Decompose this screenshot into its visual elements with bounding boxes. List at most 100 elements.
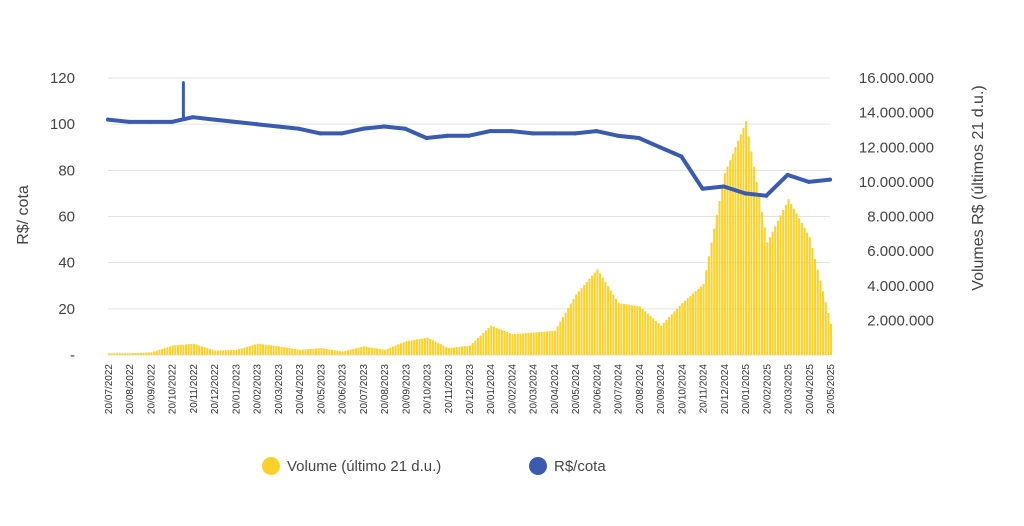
x-tick-label: 20/07/2022 [104, 364, 115, 414]
volume-bar [338, 351, 341, 355]
volume-bar [333, 350, 336, 355]
x-tick-label: 20/08/2024 [635, 364, 646, 414]
volume-bar [280, 346, 283, 355]
volume-bar [593, 272, 596, 355]
volume-bar [437, 342, 440, 355]
volume-bar [407, 340, 411, 355]
volume-bar [113, 353, 116, 355]
volume-bar [731, 153, 734, 355]
volume-bar [622, 303, 626, 355]
volume-bar [161, 348, 164, 355]
volume-bar [569, 303, 572, 355]
volume-bar [453, 347, 456, 355]
volume-bar [394, 345, 397, 355]
volume-bar [806, 232, 809, 355]
volume-bar [721, 187, 724, 355]
volume-bar [479, 335, 482, 355]
volume-bar [259, 344, 262, 355]
price-point [254, 122, 259, 127]
volume-bar [750, 151, 753, 355]
price-point [169, 119, 174, 124]
volume-bar [373, 348, 376, 355]
volume-bar [346, 350, 349, 355]
volume-bar [108, 353, 111, 355]
volume-bar [681, 303, 684, 355]
volume-bar [426, 337, 429, 355]
volume-bar [689, 295, 692, 355]
right-axis-ticks: 2.000.000 4.000.000 6.000.000 8.000.000 10.0… [859, 70, 934, 329]
price-point [551, 131, 556, 136]
volume-bar [134, 353, 137, 355]
volume-bar [190, 343, 193, 355]
volume-bar [137, 352, 140, 355]
volume-bar [484, 330, 487, 355]
volume-bar [516, 333, 519, 355]
volume-bar [776, 220, 779, 355]
volume-bar [649, 316, 652, 355]
price-point [806, 179, 811, 184]
volume-bar [766, 242, 769, 355]
volume-bar [774, 226, 777, 355]
volume-bar [455, 347, 458, 355]
volume-bar [182, 344, 185, 355]
volume-bar [482, 333, 485, 355]
volume-bar [779, 215, 782, 355]
volume-bar [564, 312, 567, 355]
volume-bar [315, 348, 318, 355]
volume-bar [490, 325, 493, 355]
volume-bar [384, 349, 387, 355]
volume-bar [115, 353, 119, 355]
volume-bar [662, 322, 665, 355]
volume-bar [646, 313, 649, 355]
volume-bar [442, 345, 445, 355]
volume-bar [583, 284, 586, 355]
volume-bar [567, 308, 570, 355]
volume-bar [506, 332, 509, 355]
right-tick-label: 8.000.000 [867, 209, 934, 226]
volume-bar [450, 347, 453, 355]
price-point [148, 119, 153, 124]
right-tick-label: 12.000.000 [859, 139, 934, 156]
volume-bar [349, 349, 352, 355]
price-point [127, 119, 132, 124]
volume-bar [580, 288, 583, 355]
volume-bar [726, 166, 729, 355]
volume-bar [503, 330, 506, 355]
volume-bar [630, 305, 633, 355]
legend-volume-swatch [262, 457, 280, 475]
left-tick-label: 60 [58, 209, 75, 226]
x-tick-label: 20/05/2023 [316, 364, 327, 414]
volume-bar [261, 344, 265, 355]
volume-bar [211, 349, 214, 355]
volume-bar [166, 347, 169, 355]
volume-bar [601, 277, 604, 355]
volume-bar [676, 308, 679, 355]
x-axis-ticks: 20/07/2022 20/08/2022 20/09/2022 20/10/2022… [104, 364, 837, 414]
volume-bar [561, 317, 564, 355]
volume-bar [747, 136, 750, 355]
price-point [297, 126, 302, 131]
price-point [233, 119, 238, 124]
volume-bar [591, 275, 594, 355]
x-tick-label: 20/11/2022 [189, 364, 200, 414]
volume-bar [368, 347, 371, 355]
volume-bar [458, 346, 461, 355]
volume-bar [158, 349, 161, 355]
volume-bar [827, 313, 830, 355]
volume-bar [604, 281, 607, 355]
price-point [530, 131, 535, 136]
volume-bar [232, 349, 235, 355]
volume-bar [238, 349, 241, 355]
volume-bar [253, 344, 257, 355]
volume-bar [585, 281, 588, 355]
x-tick-label: 20/11/2023 [444, 364, 455, 414]
volume-bar [511, 334, 514, 355]
volume-bar [538, 332, 541, 355]
price-point [764, 193, 769, 198]
volume-bar [742, 127, 745, 355]
price-point [360, 126, 365, 131]
price-point [721, 184, 726, 189]
volume-bar [336, 350, 339, 355]
volume-bar [588, 278, 591, 355]
